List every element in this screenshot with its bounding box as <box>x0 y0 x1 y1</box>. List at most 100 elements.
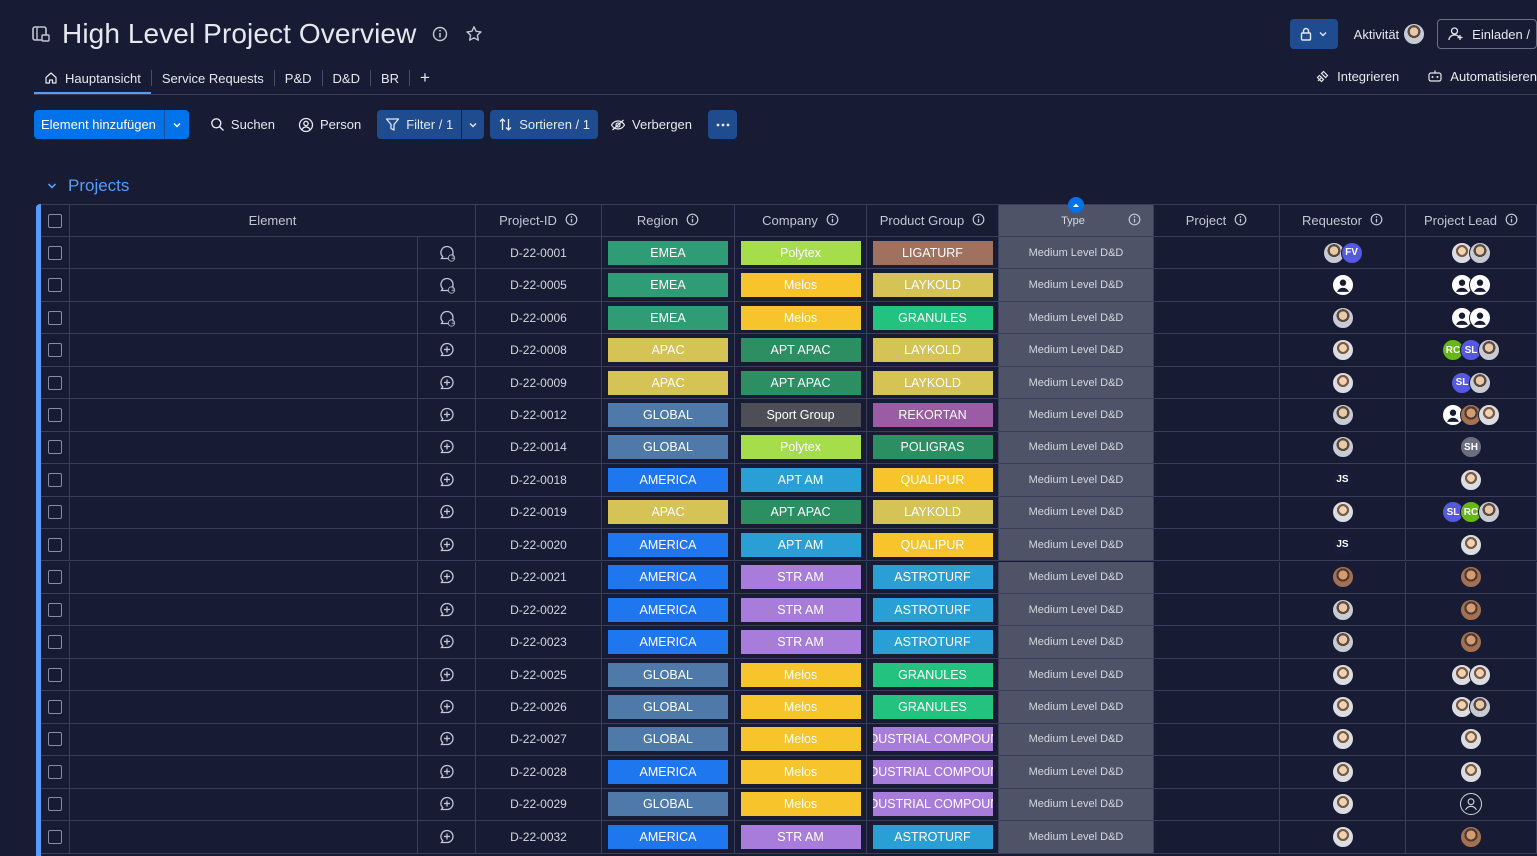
type-cell[interactable]: Medium Level D&D <box>999 269 1154 301</box>
product-group-cell[interactable]: QUALIPUR <box>867 529 999 561</box>
chevron-down-icon[interactable] <box>165 110 189 139</box>
project-lead-avatars[interactable] <box>1451 241 1491 264</box>
table-row[interactable]: D-22-0032 AMERICA STR AM ASTROTURF Mediu… <box>41 821 1537 854</box>
project-lead-cell[interactable] <box>1406 658 1537 691</box>
company-cell[interactable]: STR AM <box>735 561 867 593</box>
project-lead-avatars[interactable] <box>1460 566 1482 589</box>
project-id-cell[interactable]: D-22-0022 <box>476 593 602 626</box>
info-icon[interactable] <box>686 213 699 229</box>
row-checkbox[interactable] <box>48 310 62 325</box>
type-cell[interactable]: Medium Level D&D <box>999 464 1154 496</box>
region-cell[interactable]: EMEA <box>602 269 735 301</box>
company-cell[interactable]: STR AM <box>735 821 867 853</box>
project-cell[interactable] <box>1154 399 1280 431</box>
updates-cell[interactable] <box>418 496 476 529</box>
element-name-cell[interactable] <box>70 399 418 431</box>
requestor-cell[interactable] <box>1280 496 1406 529</box>
row-select-cell[interactable] <box>41 496 70 529</box>
requestor-cell[interactable] <box>1280 691 1406 723</box>
avatar[interactable]: SH <box>1460 436 1482 459</box>
updates-cell[interactable]: 1 <box>418 301 476 334</box>
group-title[interactable]: Projects <box>68 176 130 195</box>
product-group-cell[interactable]: LAYKOLD <box>867 334 999 366</box>
type-cell[interactable]: Medium Level D&D <box>999 399 1154 431</box>
requestor-cell[interactable] <box>1280 723 1406 756</box>
company-label[interactable]: APT APAC <box>740 338 861 363</box>
requestor-cell[interactable] <box>1280 626 1406 658</box>
element-name-cell[interactable] <box>70 561 418 593</box>
avatar[interactable] <box>1331 598 1354 621</box>
updates-cell[interactable] <box>418 723 476 756</box>
project-lead-avatars[interactable] <box>1451 274 1491 297</box>
region-label[interactable]: AMERICA <box>608 759 728 784</box>
column-header-project[interactable]: Project <box>1154 205 1280 236</box>
row-select-cell[interactable] <box>41 593 70 626</box>
info-icon[interactable] <box>1370 213 1383 229</box>
requestor-cell[interactable] <box>1280 593 1406 626</box>
avatar[interactable] <box>1331 371 1354 394</box>
element-name-cell[interactable] <box>70 431 418 464</box>
region-label[interactable]: APAC <box>608 500 728 525</box>
company-label[interactable]: Melos <box>740 727 861 752</box>
board-title[interactable]: High Level Project Overview <box>62 18 417 49</box>
project-lead-avatars[interactable] <box>1460 793 1482 816</box>
product-group-label[interactable]: ASTROTURF <box>872 824 993 849</box>
product-group-cell[interactable]: QUALIPUR <box>867 464 999 496</box>
product-group-label[interactable]: ASTROTURF <box>872 630 993 655</box>
project-id-cell[interactable]: D-22-0029 <box>476 788 602 821</box>
info-icon[interactable] <box>565 213 578 229</box>
avatar[interactable]: JS <box>1331 533 1354 556</box>
avatar[interactable] <box>1331 663 1354 686</box>
row-select-cell[interactable] <box>41 821 70 853</box>
company-cell[interactable]: Melos <box>735 756 867 788</box>
column-header-company[interactable]: Company <box>735 205 867 236</box>
updates-cell[interactable] <box>418 821 476 853</box>
person-filter-button[interactable]: Person <box>290 110 369 139</box>
avatar[interactable] <box>1331 306 1354 329</box>
avatar[interactable] <box>1460 631 1482 654</box>
project-lead-avatars[interactable]: SL RC <box>1442 501 1500 524</box>
region-cell[interactable]: GLOBAL <box>602 431 735 464</box>
avatar[interactable]: FV <box>1340 241 1363 264</box>
company-label[interactable]: Melos <box>740 759 861 784</box>
add-update-icon[interactable] <box>438 536 456 554</box>
row-checkbox[interactable] <box>48 472 62 487</box>
product-group-cell[interactable]: REKORTAN <box>867 399 999 431</box>
project-cell[interactable] <box>1154 334 1280 366</box>
table-row[interactable]: D-22-0027 GLOBAL Melos INDUSTRIAL COMPOU… <box>41 723 1537 757</box>
product-group-label[interactable]: LAYKOLD <box>872 500 993 525</box>
avatar[interactable] <box>1331 501 1354 524</box>
avatar[interactable] <box>1331 793 1354 816</box>
row-select-cell[interactable] <box>41 301 70 334</box>
company-cell[interactable]: APT APAC <box>735 334 867 366</box>
product-group-cell[interactable]: GRANULES <box>867 658 999 691</box>
element-name-cell[interactable] <box>70 366 418 399</box>
region-cell[interactable]: EMEA <box>602 237 735 269</box>
type-cell[interactable]: Medium Level D&D <box>999 788 1154 821</box>
updates-cell[interactable] <box>418 788 476 821</box>
type-cell[interactable]: Medium Level D&D <box>999 237 1154 269</box>
row-select-cell[interactable] <box>41 399 70 431</box>
product-group-label[interactable]: QUALIPUR <box>872 467 993 492</box>
requestor-cell[interactable] <box>1280 399 1406 431</box>
avatar[interactable] <box>1478 501 1500 524</box>
project-lead-cell[interactable]: SH <box>1406 431 1537 464</box>
project-id-cell[interactable]: D-22-0001 <box>476 237 602 269</box>
updates-cell[interactable]: 1 <box>418 237 476 269</box>
product-group-label[interactable]: GRANULES <box>872 305 993 330</box>
row-select-cell[interactable] <box>41 723 70 756</box>
product-group-cell[interactable]: ASTROTURF <box>867 593 999 626</box>
type-cell[interactable]: Medium Level D&D <box>999 529 1154 561</box>
updates-cell[interactable]: 1 <box>418 269 476 301</box>
requestor-avatars[interactable] <box>1331 825 1354 848</box>
project-cell[interactable] <box>1154 658 1280 691</box>
region-cell[interactable]: GLOBAL <box>602 658 735 691</box>
project-id-cell[interactable]: D-22-0005 <box>476 269 602 301</box>
row-checkbox[interactable] <box>48 797 62 812</box>
column-header-region[interactable]: Region <box>602 205 735 236</box>
column-header-element[interactable]: Element <box>70 205 476 236</box>
row-checkbox[interactable] <box>48 700 62 715</box>
product-group-cell[interactable]: LIGATURF <box>867 237 999 269</box>
table-row[interactable]: D-22-0009 APAC APT APAC LAYKOLD Medium L… <box>41 366 1537 400</box>
requestor-avatars[interactable] <box>1331 274 1354 297</box>
